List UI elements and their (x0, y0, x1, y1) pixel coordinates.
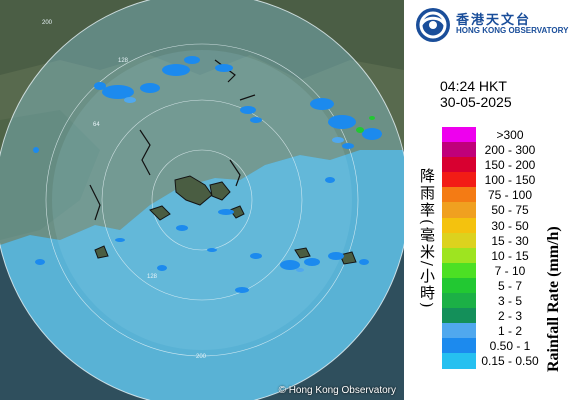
legend-row: 150 - 200 (442, 157, 572, 173)
legend-title-chinese: 降雨率(毫米/小時) (418, 168, 436, 310)
legend-label: >300 (496, 128, 524, 142)
legend-label: 2 - 3 (497, 309, 522, 324)
legend-label: 100 - 150 (484, 173, 536, 188)
legend-row: 75 - 100 (442, 187, 572, 203)
observation-time: 04:24 HKT (440, 78, 507, 94)
legend-label: 200 - 300 (484, 143, 536, 158)
legend-label: 3 - 5 (497, 294, 522, 309)
legend-color-swatch (442, 323, 476, 339)
legend-row: 0.50 - 1 (442, 338, 572, 354)
legend-label: 0.50 - 1 (489, 339, 531, 354)
radar-map[interactable]: 64 128 200 128 200 (0, 0, 404, 400)
legend-color-swatch (442, 187, 476, 203)
observation-date: 30-05-2025 (440, 94, 512, 110)
legend-row: 2 - 3 (442, 308, 572, 324)
rain-echoes-light (124, 97, 344, 272)
legend-color-swatch (442, 308, 476, 324)
legend-label: 5 - 7 (497, 278, 522, 293)
logo-chinese-name: 香港天文台 (456, 13, 532, 28)
svg-text:200: 200 (196, 354, 207, 360)
svg-text:128: 128 (118, 58, 129, 64)
legend-color-swatch (442, 202, 476, 218)
legend-label: 7 - 10 (494, 263, 526, 278)
legend-color-swatch (442, 127, 476, 143)
legend-row: 0.15 - 0.50 (442, 353, 572, 369)
legend-row: 7 - 10 (442, 262, 572, 278)
svg-text:128: 128 (147, 274, 158, 280)
legend-row: 15 - 30 (442, 232, 572, 248)
coastlines (89, 59, 256, 221)
legend-color-swatch (442, 217, 476, 233)
legend-color-swatch (442, 277, 476, 294)
svg-text:64: 64 (93, 122, 100, 128)
legend-row: 5 - 7 (442, 277, 572, 294)
hko-logo[interactable]: 香港天文台 HONG KONG OBSERVATORY (412, 4, 577, 44)
legend-row: 50 - 75 (442, 202, 572, 218)
legend-row: >300 (442, 127, 572, 143)
legend-color-swatch (442, 172, 476, 188)
legend-row: 3 - 5 (442, 293, 572, 309)
legend-color-swatch (442, 232, 476, 248)
legend-label: 0.15 - 0.50 (481, 354, 539, 369)
legend-label: 75 - 100 (487, 188, 533, 203)
rainfall-legend: >300 200 - 300 150 - 200 100 - 150 75 - 100 5… (442, 127, 572, 369)
land-north (0, 0, 404, 80)
legend-label: 150 - 200 (484, 158, 536, 173)
legend-title-english: Rainfall Rate (mm/h) (545, 226, 562, 372)
svg-text:200: 200 (42, 20, 53, 26)
radar-map-image: 64 128 200 128 200 (0, 0, 404, 400)
legend-row: 200 - 300 (442, 142, 572, 158)
range-ring-labels: 64 128 200 128 200 (42, 20, 207, 360)
copyright-text: © Hong Kong Observatory (278, 385, 396, 396)
legend-color-swatch (442, 157, 476, 173)
legend-label: 30 - 50 (491, 218, 529, 233)
legend-label: 15 - 30 (491, 233, 529, 248)
rain-echoes-moderate (356, 116, 375, 133)
rain-echoes (33, 56, 382, 293)
islands (94, 175, 357, 265)
logo-english-name: HONG KONG OBSERVATORY (456, 26, 569, 35)
legend-color-swatch (442, 353, 476, 369)
land-west (0, 110, 100, 240)
hko-emblem-icon (416, 8, 450, 42)
legend-color-swatch (442, 262, 476, 278)
legend-row: 1 - 2 (442, 323, 572, 339)
legend-row: 30 - 50 (442, 217, 572, 233)
legend-label: 50 - 75 (491, 203, 529, 218)
legend-row: 10 - 15 (442, 247, 572, 263)
legend-color-swatch (442, 247, 476, 263)
range-rings (0, 0, 404, 400)
legend-color-swatch (442, 293, 476, 309)
legend-row: 100 - 150 (442, 172, 572, 188)
legend-color-swatch (442, 142, 476, 158)
legend-color-swatch (442, 338, 476, 354)
side-panel: 香港天文台 HONG KONG OBSERVATORY 04:24 HKT 30… (404, 0, 577, 400)
legend-label: 1 - 2 (497, 324, 522, 339)
legend-label: 10 - 15 (491, 248, 529, 263)
